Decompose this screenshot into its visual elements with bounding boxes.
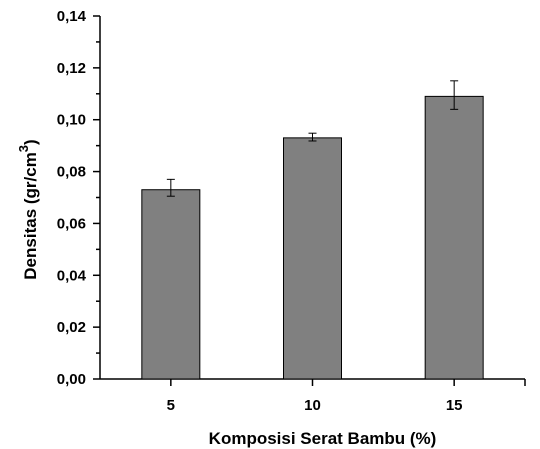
y-tick-label: 0,10: [57, 112, 86, 129]
x-axis-title: Komposisi Serat Bambu (%): [209, 429, 437, 448]
error-bar-10: [308, 132, 317, 142]
y-axis-ticks: 0,00 0,02 0,04 0,06 0,08 0,10 0,12 0,14: [57, 8, 100, 388]
y-tick-label: 0,00: [57, 371, 86, 388]
bar-10: [283, 137, 342, 380]
y-tick-label: 0,14: [57, 8, 87, 25]
error-bar-5: [166, 178, 175, 197]
bar-15: [424, 95, 484, 380]
bars: [141, 80, 484, 380]
x-axis-ticks: 5 10 15: [167, 379, 526, 414]
y-tick-label: 0,02: [57, 319, 86, 336]
y-axis-title: Densitas (gr/cm3): [16, 139, 40, 279]
y-axis-title-superscript: 3: [16, 145, 31, 152]
bar-5: [141, 189, 201, 380]
y-axis-title-main: Densitas (gr/cm: [21, 152, 40, 280]
y-tick-label: 0,04: [57, 267, 87, 284]
x-tick-label: 15: [446, 397, 463, 414]
error-bar-15: [450, 80, 459, 110]
x-tick-label: 5: [167, 397, 175, 414]
y-axis-title-close: ): [21, 139, 40, 145]
x-tick-label: 10: [304, 397, 321, 414]
y-tick-label: 0,08: [57, 164, 86, 181]
y-tick-label: 0,12: [57, 60, 86, 77]
y-tick-label: 0,06: [57, 215, 86, 232]
